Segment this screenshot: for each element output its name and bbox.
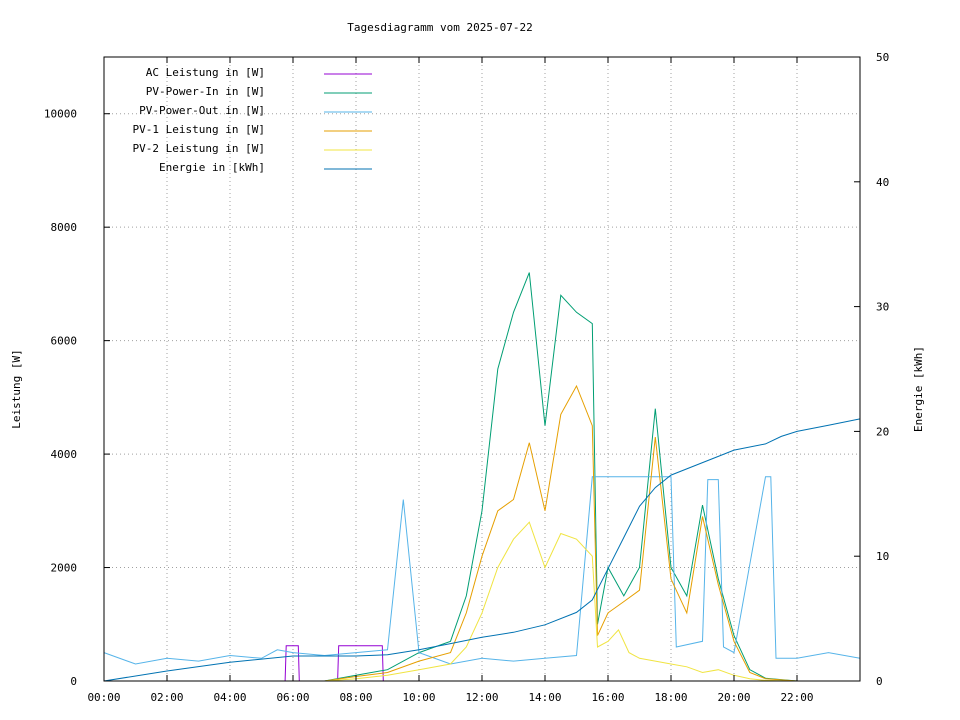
- y-tick-label: 0: [70, 675, 77, 688]
- y-tick-label: 4000: [51, 448, 78, 461]
- y2-tick-label: 10: [876, 550, 889, 563]
- y2-tick-label: 50: [876, 51, 889, 64]
- y2-axis-label: Energie [kWh]: [912, 346, 925, 432]
- legend-label: PV-2 Leistung in [W]: [133, 142, 265, 155]
- axes: 00:00 02:00 04:00 06:00 08:00 10:00 12:00 14:00…: [44, 51, 889, 704]
- series-line-pv-1-leistung-in-w: [104, 384, 860, 682]
- x-tick-label: 02:00: [150, 691, 183, 704]
- y2-tick-label: 40: [876, 176, 889, 189]
- series-line-pv-power-in-in-w: [104, 272, 860, 682]
- x-tick-label: 04:00: [213, 691, 246, 704]
- y-tick-label: 10000: [44, 108, 77, 121]
- grid: [104, 57, 860, 681]
- y2-tick-label: 0: [876, 675, 883, 688]
- legend-label: AC Leistung in [W]: [146, 66, 265, 79]
- legend-label: PV-Power-In in [W]: [146, 85, 265, 98]
- x-tick-label: 12:00: [465, 691, 498, 704]
- x-tick-label: 08:00: [339, 691, 372, 704]
- series-lines: [103, 272, 861, 682]
- y2-tick-label: 20: [876, 425, 889, 438]
- legend-label: PV-1 Leistung in [W]: [133, 123, 265, 136]
- x-tick-label: 22:00: [780, 691, 813, 704]
- x-tick-label: 10:00: [402, 691, 435, 704]
- legend: AC Leistung in [W] PV-Power-In in [W] PV-P…: [133, 66, 372, 174]
- x-tick-label: 18:00: [654, 691, 687, 704]
- y-tick-label: 6000: [51, 335, 78, 348]
- y-axis-label: Leistung [W]: [10, 349, 23, 428]
- legend-label: PV-Power-Out in [W]: [139, 104, 265, 117]
- x-tick-label: 20:00: [717, 691, 750, 704]
- y-tick-label: 8000: [51, 221, 78, 234]
- x-tick-label: 00:00: [87, 691, 120, 704]
- x-tick-label: 14:00: [528, 691, 561, 704]
- series-line-pv-power-out-in-w: [103, 476, 861, 665]
- y2-tick-label: 30: [876, 301, 889, 314]
- series-line-energie-in-kwh: [103, 418, 861, 682]
- y-tick-label: 2000: [51, 562, 78, 575]
- x-tick-label: 16:00: [591, 691, 624, 704]
- legend-label: Energie in [kWh]: [159, 161, 265, 174]
- chart-title: Tagesdiagramm vom 2025-07-22: [347, 21, 532, 34]
- series-line-pv-2-leistung-in-w: [104, 521, 860, 682]
- x-tick-label: 06:00: [276, 691, 309, 704]
